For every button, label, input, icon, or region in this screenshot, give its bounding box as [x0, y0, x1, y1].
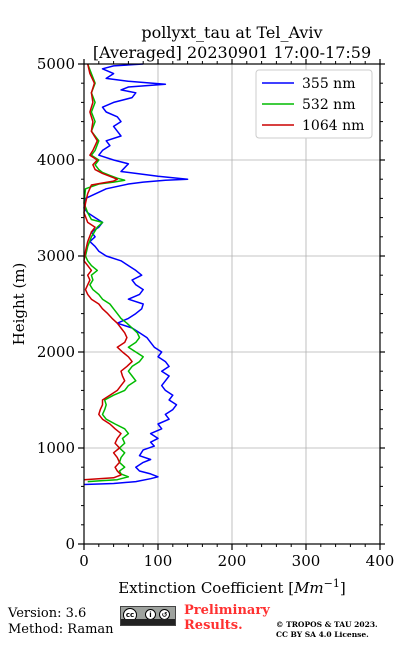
y-axis-label: Height (m): [10, 263, 28, 346]
cc-license-badge: cc i ↺: [120, 606, 176, 626]
legend-box: [255, 69, 373, 139]
legend-label: 355 nm: [302, 76, 355, 92]
copyright-line1: © TROPOS & TAU 2023.: [276, 620, 378, 629]
series-line-1064-nm: [83, 63, 133, 481]
x-tick-label: 200: [218, 552, 247, 570]
preliminary-notice: Preliminary Results.: [184, 603, 280, 633]
series-line-355-nm: [83, 63, 189, 486]
method-text: Method: Raman: [8, 622, 114, 637]
chart-title-line1: pollyxt_tau at Tel_Aviv: [141, 23, 322, 42]
y-tick-label: 1000: [37, 439, 75, 457]
x-tick-label: 400: [366, 552, 395, 570]
x-tick-label: 100: [144, 552, 173, 570]
y-tick-label: 2000: [37, 343, 75, 361]
y-tick-label: 4000: [37, 151, 75, 169]
x-axis-label: Extinction Coefficient [Mm−1]: [118, 577, 345, 597]
legend-label: 532 nm: [302, 97, 355, 113]
copyright-line2: CC BY SA 4.0 License.: [276, 630, 369, 639]
x-tick-label: 0: [79, 552, 89, 570]
preliminary-line1: Preliminary: [184, 603, 270, 618]
legend-label: 1064 nm: [302, 118, 364, 134]
chart-title-line2: [Averaged] 20230901 17:00-17:59: [93, 43, 371, 62]
version-text: Version: 3.6: [8, 606, 87, 621]
legend: 355 nm 532 nm 1064 nm: [255, 69, 373, 139]
y-tick-label: 0: [65, 535, 75, 553]
y-tick-label: 3000: [37, 247, 75, 265]
preliminary-line2: Results.: [184, 618, 243, 633]
cc-badge-strip: [121, 619, 175, 625]
copyright-notice: © TROPOS & TAU 2023. CC BY SA 4.0 Licens…: [276, 620, 400, 640]
x-tick-label: 300: [292, 552, 321, 570]
series-line-532-nm: [83, 63, 144, 483]
series-lines: [83, 63, 189, 486]
y-tick-label: 5000: [37, 55, 75, 73]
